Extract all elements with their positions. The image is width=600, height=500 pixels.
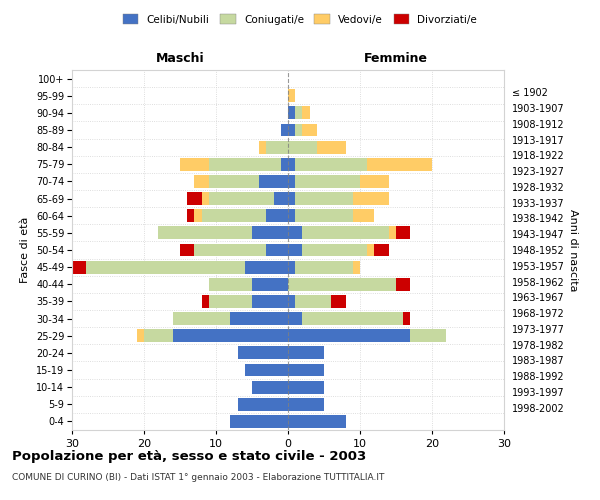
Bar — [360, 175, 389, 188]
Bar — [353, 260, 360, 274]
Bar — [367, 244, 374, 256]
Bar — [389, 226, 396, 239]
Bar — [194, 175, 209, 188]
Bar — [288, 380, 324, 394]
Bar — [295, 124, 302, 136]
Bar — [295, 260, 353, 274]
Bar — [252, 226, 288, 239]
Bar — [295, 175, 360, 188]
Bar — [302, 106, 310, 120]
Bar — [288, 364, 324, 376]
Bar — [288, 312, 302, 325]
Bar — [173, 312, 230, 325]
Bar — [209, 158, 281, 170]
Bar — [288, 226, 302, 239]
Bar — [288, 398, 324, 410]
Bar — [202, 295, 209, 308]
Bar — [295, 295, 331, 308]
Bar — [266, 140, 288, 153]
Bar — [180, 158, 209, 170]
Bar — [288, 106, 295, 120]
Bar — [230, 312, 288, 325]
Text: COMUNE DI CURINO (BI) - Dati ISTAT 1° gennaio 2003 - Elaborazione TUTTITALIA.IT: COMUNE DI CURINO (BI) - Dati ISTAT 1° ge… — [12, 472, 385, 482]
Y-axis label: Anni di nascita: Anni di nascita — [568, 209, 578, 291]
Bar — [302, 124, 317, 136]
Bar — [266, 244, 288, 256]
Bar — [209, 192, 274, 205]
Bar — [194, 244, 266, 256]
Bar — [302, 312, 403, 325]
Bar — [259, 175, 288, 188]
Bar — [238, 346, 288, 360]
Bar — [173, 330, 288, 342]
Text: Popolazione per età, sesso e stato civile - 2003: Popolazione per età, sesso e stato civil… — [12, 450, 366, 463]
Y-axis label: Fasce di età: Fasce di età — [20, 217, 31, 283]
Bar — [259, 140, 266, 153]
Bar — [288, 278, 396, 290]
Bar — [288, 192, 295, 205]
Bar — [288, 90, 295, 102]
Bar — [144, 330, 173, 342]
Bar — [187, 210, 194, 222]
Bar — [317, 140, 346, 153]
Bar — [245, 260, 288, 274]
Bar — [281, 158, 288, 170]
Bar — [288, 346, 324, 360]
Text: Maschi: Maschi — [155, 52, 205, 65]
Bar — [252, 380, 288, 394]
Bar — [288, 124, 295, 136]
Bar — [180, 244, 194, 256]
Bar — [137, 330, 144, 342]
Bar — [274, 192, 288, 205]
Bar — [288, 140, 317, 153]
Bar — [158, 226, 252, 239]
Bar — [281, 124, 288, 136]
Legend: Celibi/Nubili, Coniugati/e, Vedovi/e, Divorziati/e: Celibi/Nubili, Coniugati/e, Vedovi/e, Di… — [119, 10, 481, 29]
Bar — [295, 210, 353, 222]
Bar — [288, 260, 295, 274]
Bar — [288, 175, 295, 188]
Bar — [410, 330, 446, 342]
Bar — [295, 158, 367, 170]
Bar — [230, 415, 288, 428]
Bar — [187, 192, 202, 205]
Bar — [202, 192, 209, 205]
Bar — [288, 415, 346, 428]
Bar — [209, 278, 252, 290]
Bar — [194, 210, 202, 222]
Bar — [238, 398, 288, 410]
Bar — [367, 158, 432, 170]
Bar — [288, 330, 410, 342]
Bar — [396, 226, 410, 239]
Bar — [374, 244, 389, 256]
Bar — [295, 192, 353, 205]
Bar — [288, 158, 295, 170]
Bar — [266, 210, 288, 222]
Bar — [353, 192, 389, 205]
Bar — [302, 226, 389, 239]
Bar — [396, 278, 410, 290]
Bar — [331, 295, 346, 308]
Bar — [209, 295, 252, 308]
Bar — [302, 244, 367, 256]
Bar — [252, 295, 288, 308]
Bar — [65, 260, 86, 274]
Text: Femmine: Femmine — [364, 52, 428, 65]
Bar — [245, 364, 288, 376]
Bar — [353, 210, 374, 222]
Bar — [403, 312, 410, 325]
Bar — [202, 210, 266, 222]
Bar — [209, 175, 259, 188]
Bar — [252, 278, 288, 290]
Bar — [86, 260, 245, 274]
Bar — [288, 210, 295, 222]
Bar — [288, 244, 302, 256]
Bar — [295, 106, 302, 120]
Bar — [288, 295, 295, 308]
